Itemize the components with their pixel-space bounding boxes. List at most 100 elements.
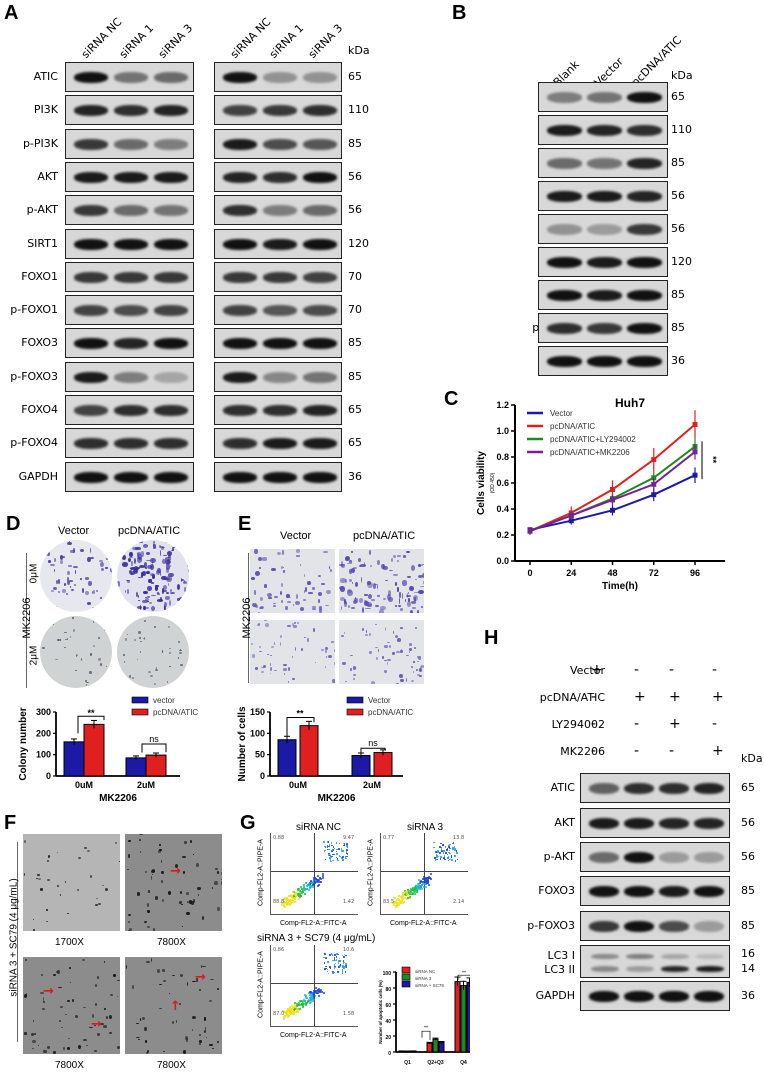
- speckle: [146, 1050, 149, 1054]
- speckle: [380, 606, 387, 610]
- speckle: [67, 577, 69, 581]
- speckle: [279, 642, 282, 647]
- protein-band: [626, 966, 654, 972]
- speckle: [166, 680, 169, 684]
- protein-band: [624, 886, 654, 897]
- western-blot: [65, 295, 194, 326]
- row-label: FOXO1: [21, 269, 58, 283]
- speckle: [125, 580, 131, 582]
- speckle: [282, 566, 285, 569]
- speckle: [410, 666, 413, 669]
- speckle: [143, 590, 149, 595]
- significance-marker: **: [296, 709, 304, 719]
- event-dot: [332, 972, 334, 974]
- protein-band: [114, 105, 148, 117]
- protein-band: [223, 438, 257, 450]
- event-dot: [298, 897, 301, 900]
- speckle: [127, 869, 129, 871]
- protein-band: [223, 105, 257, 117]
- speckle: [137, 540, 143, 543]
- event-dot: [314, 877, 317, 880]
- speckle: [176, 609, 181, 611]
- speckle: [132, 547, 138, 551]
- speckle: [348, 579, 352, 582]
- event-dot: [417, 883, 420, 886]
- protein-band: [547, 323, 582, 334]
- speckle: [165, 562, 168, 565]
- row-label: p-FOXO1: [10, 303, 58, 317]
- event-dot: [307, 889, 310, 892]
- speckle: [159, 1007, 162, 1009]
- event-dot: [398, 894, 401, 897]
- western-blot: [214, 95, 342, 126]
- speckle: [89, 874, 92, 878]
- speckle: [161, 650, 164, 654]
- speckle: [388, 644, 392, 649]
- protein-band: [223, 305, 257, 317]
- speckle: [129, 675, 131, 679]
- bar: [432, 1038, 439, 1053]
- speckle: [57, 969, 61, 974]
- event-dot: [397, 904, 400, 907]
- speckle: [94, 1024, 97, 1026]
- protein-band: [154, 371, 188, 383]
- speckle: [326, 589, 331, 594]
- speckle: [109, 568, 112, 572]
- speckle: [183, 1050, 187, 1054]
- event-dot: [328, 854, 330, 856]
- speckle: [117, 605, 122, 610]
- speckle: [185, 552, 187, 556]
- quadrant-line: [314, 833, 315, 914]
- x-tick: 0uM: [289, 780, 307, 790]
- row-label: p-PI3K: [22, 136, 58, 150]
- speckle: [75, 669, 78, 672]
- event-dot: [426, 879, 429, 882]
- speckle: [417, 655, 421, 659]
- event-dot: [449, 858, 451, 861]
- event-dot: [299, 1007, 302, 1010]
- event-dot: [331, 855, 333, 858]
- event-dot: [436, 858, 439, 861]
- speckle: [187, 602, 189, 605]
- protein-band: [694, 852, 724, 863]
- western-blot: [538, 346, 668, 376]
- speckle: [122, 551, 124, 554]
- speckle: [144, 597, 148, 599]
- speckle: [371, 599, 375, 602]
- event-dot: [333, 853, 335, 856]
- event-dot: [331, 954, 333, 956]
- event-dot: [397, 902, 400, 905]
- colony-dish: [40, 616, 112, 688]
- event-dot: [429, 873, 432, 876]
- speckle: [40, 546, 45, 551]
- speckle: [148, 602, 152, 604]
- speckle: [41, 646, 45, 649]
- speckle: [162, 1050, 166, 1052]
- speckle: [382, 597, 386, 601]
- y-axis-label: Number of cells: [237, 706, 248, 781]
- speckle: [216, 1041, 219, 1044]
- speckle: [179, 664, 183, 666]
- event-dot: [324, 849, 326, 852]
- event-dot: [326, 968, 329, 971]
- event-dot: [403, 892, 406, 895]
- speckle: [217, 871, 219, 875]
- speckle: [56, 884, 60, 888]
- event-dot: [326, 846, 329, 848]
- western-blot: [538, 181, 668, 211]
- event-dot: [302, 889, 305, 892]
- event-dot: [317, 879, 320, 882]
- protein-band: [223, 471, 257, 483]
- quadrant-value: 9.47: [343, 835, 355, 841]
- event-dot: [309, 882, 312, 885]
- event-dot: [342, 856, 344, 858]
- event-dot: [292, 1013, 295, 1016]
- speckle: [60, 556, 65, 558]
- quadrant-line: [314, 945, 315, 1026]
- row-label: SIRT1: [27, 236, 58, 250]
- speckle: [146, 570, 150, 575]
- protein-band: [624, 852, 654, 863]
- kda-value: 85: [671, 156, 685, 169]
- event-dot: [448, 851, 450, 854]
- protein-band: [114, 171, 148, 183]
